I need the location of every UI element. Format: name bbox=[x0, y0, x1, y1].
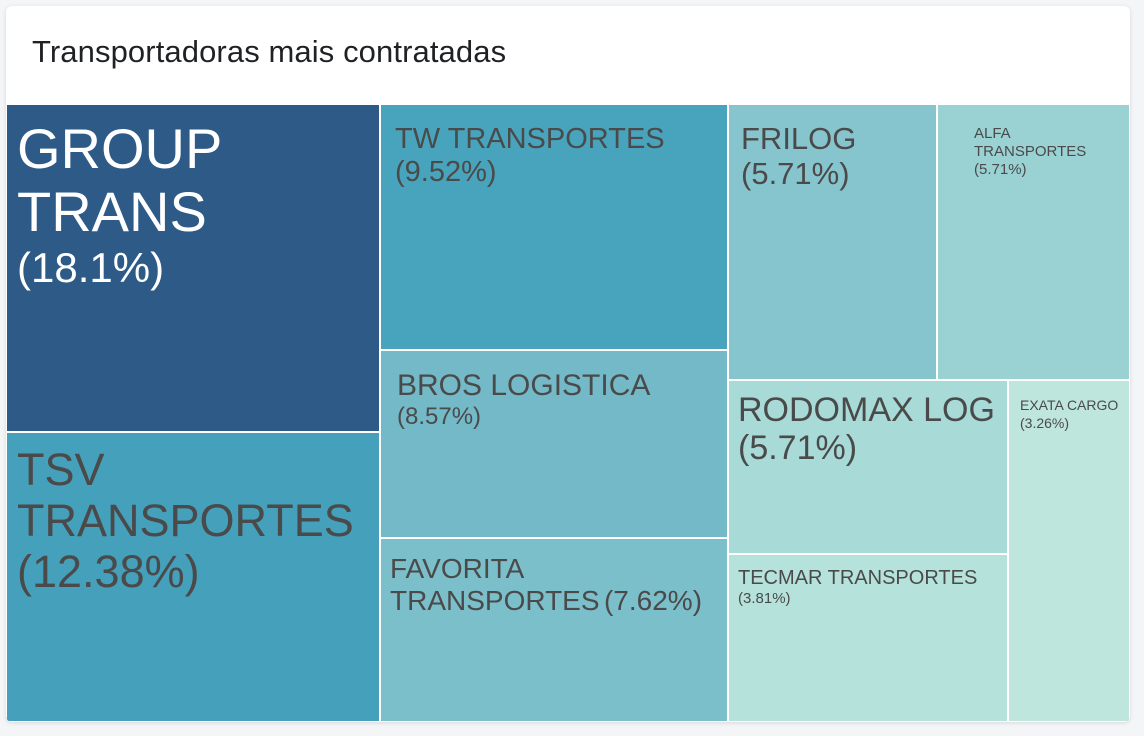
tile-label: TECMAR TRANSPORTES (3.81%) bbox=[738, 567, 1007, 608]
tile-label: FAVORITA TRANSPORTES (7.62%) bbox=[390, 553, 727, 616]
tile-percent: (5.71%) bbox=[738, 429, 858, 468]
treemap-tile-tecmar-transportes[interactable]: TECMAR TRANSPORTES (3.81%) bbox=[728, 554, 1008, 722]
tile-percent: (3.26%) bbox=[1020, 415, 1070, 432]
tile-percent: (18.1%) bbox=[17, 243, 165, 291]
tile-name: ALFA TRANSPORTES bbox=[974, 125, 1087, 161]
tile-label: BROS LOGISTICA (8.57%) bbox=[397, 369, 717, 430]
treemap-card: Transportadoras mais contratadas GROUP T… bbox=[6, 6, 1130, 722]
tile-label: EXATA CARGO (3.26%) bbox=[1020, 397, 1129, 433]
treemap: GROUP TRANS (18.1%) TSV TRANSPORTES (12.38%… bbox=[6, 104, 1130, 722]
tile-label: GROUP TRANS (18.1%) bbox=[17, 117, 377, 291]
treemap-tile-tsv-transportes[interactable]: TSV TRANSPORTES (12.38%) bbox=[6, 432, 380, 722]
tile-name: RODOMAX LOG bbox=[738, 391, 995, 429]
tile-percent: (8.57%) bbox=[397, 402, 482, 430]
tile-name: FRILOG bbox=[741, 121, 857, 156]
tile-label: FRILOG (5.71%) bbox=[741, 121, 931, 191]
tile-percent: (5.71%) bbox=[741, 156, 850, 192]
treemap-tile-group-trans[interactable]: GROUP TRANS (18.1%) bbox=[6, 104, 380, 432]
tile-name: TECMAR TRANSPORTES bbox=[738, 567, 978, 589]
tile-name: BROS LOGISTICA bbox=[397, 369, 651, 402]
tile-label: TSV TRANSPORTES (12.38%) bbox=[17, 444, 377, 598]
tile-percent: (9.52%) bbox=[395, 155, 497, 188]
treemap-tile-tw-transportes[interactable]: TW TRANSPORTES (9.52%) bbox=[380, 104, 728, 350]
tile-label: TW TRANSPORTES (9.52%) bbox=[395, 123, 715, 189]
tile-name: TW TRANSPORTES bbox=[395, 123, 665, 155]
tile-name: TSV TRANSPORTES bbox=[17, 444, 354, 546]
tile-percent: (3.81%) bbox=[738, 589, 791, 607]
treemap-tile-favorita-transportes[interactable]: FAVORITA TRANSPORTES (7.62%) bbox=[380, 538, 728, 722]
tile-label: RODOMAX LOG (5.71%) bbox=[738, 391, 1007, 468]
tile-label: ALFA TRANSPORTES (5.71%) bbox=[974, 125, 1124, 179]
treemap-tile-rodomax-log[interactable]: RODOMAX LOG (5.71%) bbox=[728, 380, 1008, 554]
tile-percent: (5.71%) bbox=[974, 161, 1027, 179]
treemap-tile-alfa-transportes[interactable]: ALFA TRANSPORTES (5.71%) bbox=[937, 104, 1130, 380]
tile-percent: (12.38%) bbox=[17, 545, 200, 597]
treemap-tile-bros-logistica[interactable]: BROS LOGISTICA (8.57%) bbox=[380, 350, 728, 538]
tile-name: FAVORITA TRANSPORTES bbox=[390, 553, 600, 616]
tile-name: GROUP TRANS bbox=[17, 117, 222, 244]
tile-percent: (7.62%) bbox=[603, 584, 703, 616]
treemap-tile-frilog[interactable]: FRILOG (5.71%) bbox=[728, 104, 937, 380]
chart-title: Transportadoras mais contratadas bbox=[32, 34, 507, 69]
tile-name: EXATA CARGO bbox=[1020, 397, 1119, 413]
treemap-tile-exata-cargo[interactable]: EXATA CARGO (3.26%) bbox=[1008, 380, 1130, 722]
